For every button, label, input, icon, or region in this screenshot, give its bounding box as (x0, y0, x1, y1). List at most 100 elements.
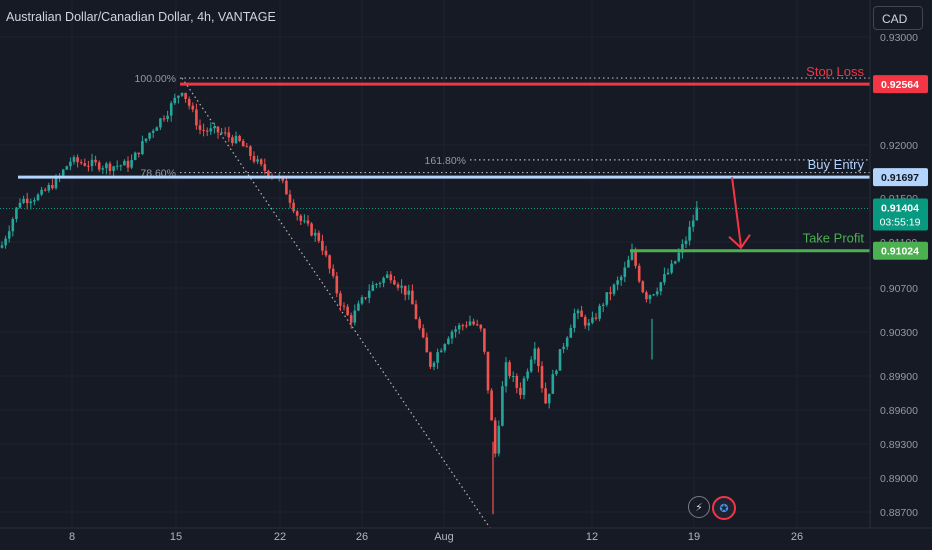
candle-body (357, 303, 360, 311)
candle-body (90, 159, 94, 167)
candle-body (40, 189, 43, 195)
candle-body (310, 223, 313, 236)
candle-body (25, 198, 29, 204)
candle-body (342, 305, 346, 307)
candle-body (601, 304, 605, 306)
x-tick-label: 12 (586, 531, 598, 543)
candle-body (526, 371, 529, 379)
candle-body (364, 297, 367, 299)
y-tick-label: 0.88700 (880, 507, 918, 519)
candle-body (299, 215, 303, 221)
candle-body (79, 162, 83, 164)
x-tick-label: 8 (69, 531, 75, 543)
candle-body (645, 292, 648, 300)
level-badge (873, 241, 928, 260)
candle-body (619, 276, 623, 281)
candle-body (414, 304, 418, 320)
candle-body (375, 283, 378, 285)
candle-body (202, 129, 205, 131)
candle-body (187, 98, 191, 106)
candle-body (609, 292, 612, 294)
candle-body (591, 317, 594, 323)
candle-body (623, 267, 627, 277)
candle-body (256, 159, 259, 162)
candle-body (641, 281, 645, 293)
candle-body (684, 240, 688, 245)
candle-body (353, 310, 357, 323)
candle-body (634, 250, 637, 266)
candle-body (533, 348, 537, 360)
candle-body (346, 306, 349, 316)
candle-body (540, 366, 544, 389)
candle-body (105, 163, 108, 169)
candle-body (159, 118, 162, 128)
candle-body (54, 177, 58, 189)
lightning-icon[interactable]: ⚡ (688, 496, 710, 518)
candle-body (288, 194, 292, 203)
candle-body (655, 291, 659, 295)
arrow-head (728, 234, 751, 250)
candle-body (126, 160, 130, 168)
time-axis[interactable]: 8 15 22 26 Aug 12 19 26 (0, 527, 932, 543)
candle-body (119, 165, 123, 167)
candle-body (378, 283, 382, 285)
candle-body (483, 328, 486, 352)
candle-body (465, 325, 468, 327)
candle-body (231, 137, 234, 144)
bottom-icons: ⚡ ✪ (688, 496, 736, 520)
candle-body (598, 305, 601, 319)
level-label: Buy Entry (808, 157, 865, 172)
candle-body (511, 376, 515, 378)
candle-body (429, 352, 432, 367)
candle-body (670, 263, 673, 273)
flag-icon[interactable]: ✪ (712, 496, 736, 520)
candle-body (303, 220, 306, 222)
candle-body (493, 420, 497, 454)
candle-body (385, 274, 389, 278)
projection-arrow (728, 176, 751, 250)
y-tick-label: 0.89300 (880, 439, 918, 451)
candle-body (418, 319, 421, 329)
candle-body (659, 282, 663, 292)
candle-body (22, 198, 25, 203)
candle-body (367, 290, 371, 298)
fibonacci-levels: 100.00%78.60%161.80% (135, 73, 870, 180)
candle-body (461, 325, 465, 327)
candle-body (652, 294, 655, 296)
candle-body (108, 163, 112, 171)
candle-body (234, 135, 238, 144)
candle-body (267, 170, 270, 177)
candle-body (162, 118, 166, 120)
candle-body (558, 349, 562, 371)
candle-body (555, 370, 558, 375)
candle-body (155, 127, 159, 131)
candle-body (112, 166, 115, 171)
candle-body (191, 105, 195, 110)
y-tick-label: 0.90300 (880, 327, 918, 339)
candle-body (454, 329, 457, 332)
candle-body (169, 103, 173, 116)
candle-body (425, 337, 429, 353)
candle-body (612, 284, 616, 294)
candle-body (515, 376, 519, 388)
candle-body (87, 165, 90, 167)
candle-body (213, 126, 216, 129)
candle-body (97, 162, 101, 170)
x-tick-label: 15 (170, 531, 182, 543)
candle-body (565, 337, 569, 347)
candle-body (29, 201, 33, 204)
candle-body (317, 232, 321, 241)
candle-body (490, 390, 493, 421)
candle-body (227, 132, 231, 138)
candle-body (562, 346, 565, 350)
candle-body (180, 92, 184, 96)
trend-line (181, 77, 491, 529)
candle-body (133, 152, 137, 161)
candle-body (472, 321, 475, 325)
currency-button[interactable]: CAD (873, 6, 923, 30)
candle-body (238, 135, 241, 141)
candle-body (148, 132, 151, 139)
candle-body (263, 164, 267, 171)
candle-body (573, 313, 576, 328)
